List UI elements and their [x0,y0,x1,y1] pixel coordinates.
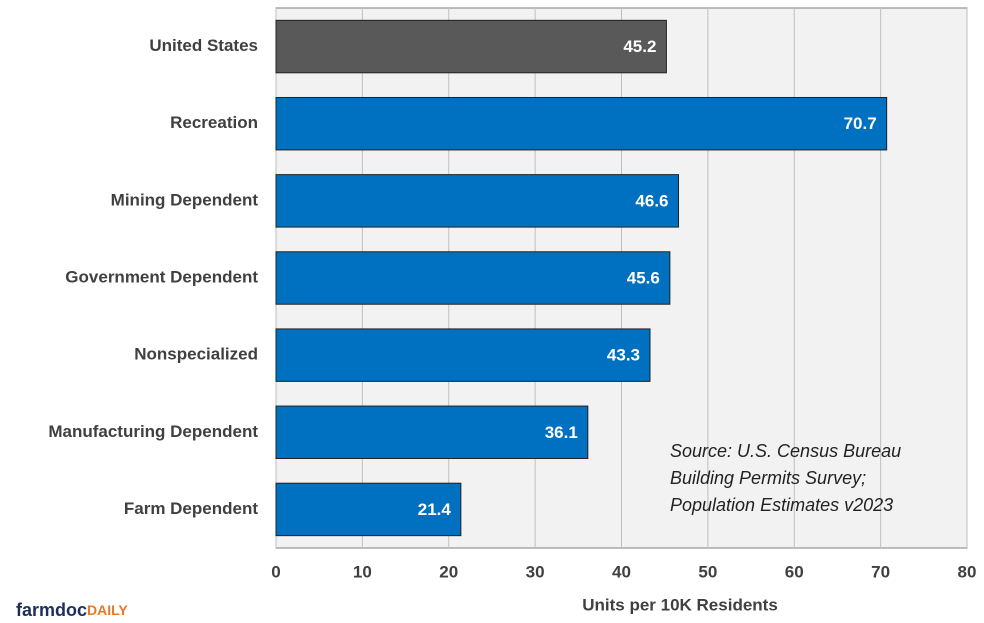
x-tick-label: 80 [958,562,977,581]
annotation: Source: U.S. Census Bureau [670,441,901,461]
x-tick-label: 30 [526,562,545,581]
x-axis-label: Units per 10K Residents [582,595,778,614]
y-tick-label: Mining Dependent [111,190,259,209]
annotation: Population Estimates v2023 [670,495,893,515]
bar [275,96,888,151]
y-tick-label: Farm Dependent [124,499,258,518]
x-tick-label: 20 [439,562,458,581]
x-tick-label: 40 [612,562,631,581]
logo-main: farmdoc [16,600,87,620]
data-label: 36.1 [545,423,578,442]
data-label: 43.3 [607,346,640,365]
x-tick-label: 0 [271,562,280,581]
annotation: Building Permits Survey; [670,468,866,488]
y-tick-label: Government Dependent [65,267,258,286]
logo: farmdocDAILY [16,600,128,620]
logo-accent: DAILY [87,602,128,618]
bar [275,174,680,228]
bar [275,19,667,74]
y-tick-label: Nonspecialized [134,345,258,364]
y-tick-label: Manufacturing Dependent [48,422,258,441]
bar [275,482,462,537]
x-tick-label: 50 [698,562,717,581]
data-label: 21.4 [418,500,452,519]
bar [275,251,671,305]
bar [275,328,651,382]
x-tick-label: 70 [871,562,890,581]
x-tick-label: 10 [353,562,372,581]
data-label: 45.2 [623,37,656,56]
bar [275,405,589,460]
y-tick-label: Recreation [170,113,258,132]
data-label: 46.6 [635,191,668,210]
y-tick-label: United States [149,36,258,55]
data-label: 70.7 [844,114,877,133]
x-tick-label: 60 [785,562,804,581]
data-label: 45.6 [627,268,660,287]
